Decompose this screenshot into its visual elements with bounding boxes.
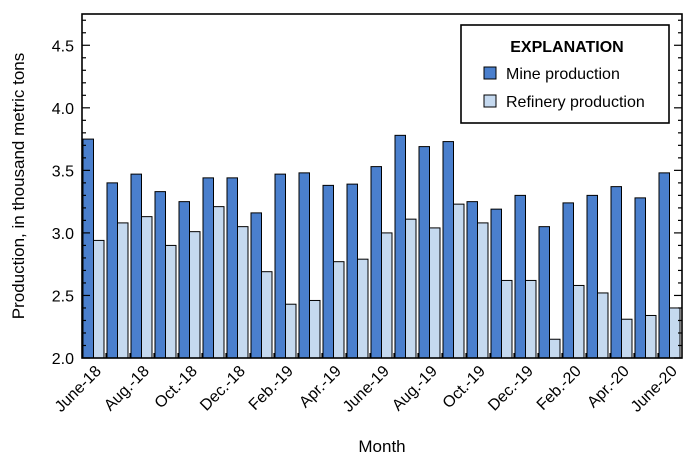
bar-refinery-0 <box>93 239 105 359</box>
bar-mine-2 <box>130 173 142 359</box>
x-axis-title: Month <box>358 437 405 456</box>
bar-mine-10 <box>322 184 334 359</box>
bar-mine-18 <box>514 194 526 359</box>
x-tick-label-3: Dec.-18 <box>197 363 249 415</box>
bar-refinery-22 <box>621 318 633 359</box>
bar-refinery-21 <box>597 292 609 359</box>
bar-mine-17 <box>490 208 502 359</box>
bar-refinery-18 <box>525 279 537 359</box>
plot-frame <box>81 13 683 359</box>
y-axis-title: Production, in thousand metric tons <box>9 53 28 319</box>
bar-mine-14 <box>418 146 430 359</box>
legend-title: EXPLANATION <box>510 39 623 56</box>
bar-mine-3 <box>154 191 166 359</box>
x-tick-label-8: Oct.-19 <box>440 363 489 412</box>
bar-mine-7 <box>250 212 262 359</box>
x-tick-label-1: Aug.-18 <box>101 363 153 415</box>
y-tick-label-4: 4.0 <box>52 101 74 118</box>
bar-refinery-9 <box>309 299 321 359</box>
bar-refinery-23 <box>645 314 657 359</box>
bar-refinery-11 <box>357 258 369 359</box>
x-tick-label-5: Apr.-19 <box>296 363 345 412</box>
legend-swatch-mine <box>483 66 497 80</box>
bar-mine-16 <box>466 201 478 359</box>
bar-mine-20 <box>562 202 574 359</box>
x-tick-label-2: Oct.-18 <box>152 363 201 412</box>
bar-refinery-5 <box>213 206 225 359</box>
bar-refinery-13 <box>405 218 417 359</box>
bar-mine-6 <box>226 177 238 359</box>
x-tick-label-12: June-20 <box>628 363 681 416</box>
x-tick-label-6: June-19 <box>340 363 393 416</box>
bar-refinery-20 <box>573 284 585 359</box>
bar-mine-8 <box>274 173 286 359</box>
legend-label-refinery: Refinery production <box>506 94 645 111</box>
x-tick-label-11: Apr.-20 <box>584 363 633 412</box>
y-ticks-group: 2.0 2.5 3.0 3.5 4.0 4.5 <box>52 19 682 368</box>
bar-mine-15 <box>442 141 454 359</box>
bar-mine-11 <box>346 183 358 359</box>
x-tick-label-9: Dec.-19 <box>485 363 537 415</box>
x-tick-label-7: Aug.-19 <box>389 363 441 415</box>
x-tick-label-0: June-18 <box>52 363 105 416</box>
bar-refinery-10 <box>333 261 345 359</box>
bar-refinery-3 <box>165 244 177 359</box>
y-tick-label-2: 3.0 <box>52 226 74 243</box>
bar-refinery-4 <box>189 231 201 359</box>
bar-refinery-19 <box>549 338 561 359</box>
bar-mine-23 <box>634 197 646 359</box>
legend-swatch-refinery <box>483 94 497 108</box>
bar-refinery-15 <box>453 203 465 359</box>
y-tick-label-3: 3.5 <box>52 163 74 180</box>
bar-refinery-2 <box>141 216 153 359</box>
y-tick-label-5: 4.5 <box>52 38 74 55</box>
bar-mine-19 <box>538 226 550 359</box>
bar-refinery-8 <box>285 303 297 359</box>
bar-mine-24 <box>658 172 670 359</box>
legend-label-mine: Mine production <box>506 66 620 83</box>
x-tick-label-10: Feb.-20 <box>534 363 585 414</box>
bar-mine-22 <box>610 186 622 359</box>
bar-mine-4 <box>178 201 190 359</box>
bar-refinery-16 <box>477 222 489 359</box>
bars-group <box>82 134 681 359</box>
bar-mine-12 <box>370 166 382 359</box>
bar-mine-13 <box>394 134 406 359</box>
legend: EXPLANATION Mine production Refinery pro… <box>460 24 670 124</box>
bar-refinery-7 <box>261 271 273 359</box>
bar-mine-0 <box>82 138 94 359</box>
bar-mine-9 <box>298 172 310 359</box>
y-tick-label-1: 2.5 <box>52 288 74 305</box>
bar-mine-1 <box>106 182 118 359</box>
bar-refinery-6 <box>237 226 249 359</box>
bar-mine-21 <box>586 194 598 359</box>
bar-refinery-12 <box>381 232 393 359</box>
y-tick-label-0: 2.0 <box>52 351 74 368</box>
bar-mine-5 <box>202 177 214 359</box>
x-tick-label-4: Feb.-19 <box>246 363 297 414</box>
bar-refinery-17 <box>501 279 513 359</box>
bar-refinery-14 <box>429 227 441 359</box>
bar-refinery-1 <box>117 222 129 359</box>
